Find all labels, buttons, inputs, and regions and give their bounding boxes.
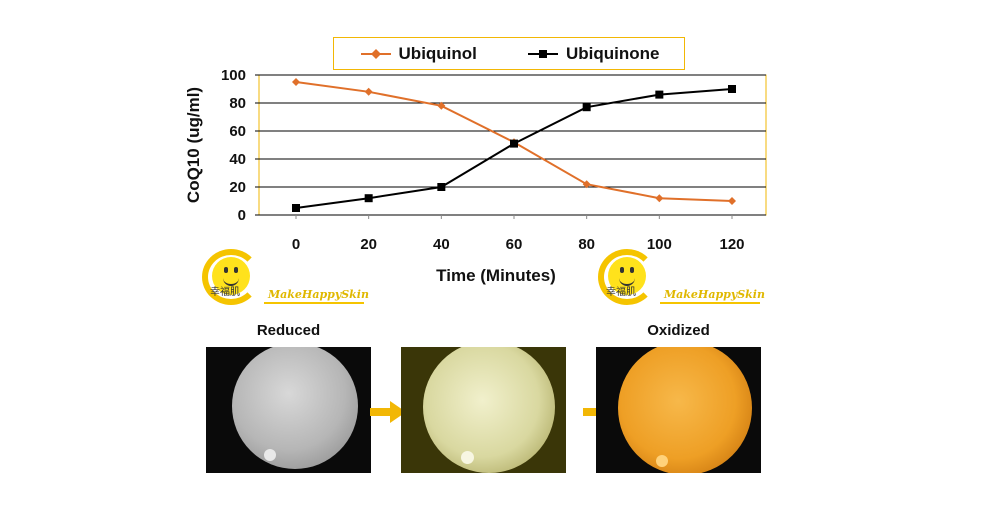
droplet-disc — [423, 347, 555, 473]
micrograph-intermediate — [401, 347, 566, 473]
point-ubiquinone — [655, 90, 664, 99]
point-ubiquinone — [292, 204, 300, 212]
x-axis-title: Time (Minutes) — [436, 266, 556, 285]
y-tick-label: 20 — [229, 179, 246, 196]
y-tick-label: 80 — [229, 95, 246, 112]
point-ubiquinol — [364, 87, 373, 96]
logo-right: 幸福肌 MakeHappySkin — [594, 247, 774, 307]
legend-item-ubiquinone: Ubiquinone — [526, 44, 659, 64]
y-tick-label: 0 — [238, 207, 246, 224]
legend-label-ubiquinol: Ubiquinol — [398, 43, 477, 63]
brand-underline — [660, 302, 760, 304]
point-ubiquinol — [292, 78, 300, 86]
brand-underline — [264, 302, 364, 304]
bubble — [656, 455, 668, 467]
right-arrow-icon — [370, 401, 406, 423]
legend-item-ubiquinol: Ubiquinol — [359, 44, 477, 64]
point-ubiquinol — [655, 194, 664, 203]
y-tick-label: 100 — [221, 67, 246, 84]
point-ubiquinone — [582, 103, 591, 112]
logo-ring — [202, 249, 260, 305]
brand-text: MakeHappySkin — [268, 288, 369, 301]
smiley-face-icon — [608, 257, 646, 295]
logo-text: 幸福肌 — [606, 287, 636, 298]
logo-text: 幸福肌 — [210, 287, 240, 298]
y-tick-label: 60 — [229, 123, 246, 140]
x-ticks: 0 20 40 60 80 100 120 — [292, 236, 745, 253]
point-ubiquinol — [437, 101, 446, 110]
gridlines — [255, 74, 766, 219]
smiley-face-icon — [212, 257, 250, 295]
logo-ring — [598, 249, 656, 305]
x-tick-label: 20 — [360, 236, 377, 253]
point-ubiquinol — [582, 180, 591, 189]
point-ubiquinone — [437, 183, 446, 191]
chart: 0 20 40 60 80 100 0 20 40 60 80 100 120 CoQ10 (ug/m… — [184, 67, 767, 285]
legend-label-ubiquinone: Ubiquinone — [565, 43, 660, 63]
point-ubiquinol — [728, 197, 736, 205]
y-tick-label: 40 — [229, 151, 246, 168]
bubble — [461, 451, 474, 464]
brand-text: MakeHappySkin — [664, 288, 765, 301]
x-tick-label: 40 — [433, 236, 450, 253]
series-group — [292, 78, 736, 212]
x-tick-label: 60 — [506, 236, 523, 253]
point-ubiquinone — [728, 85, 736, 93]
point-ubiquinone — [510, 139, 518, 148]
legend: Ubiquinol Ubiquinone — [333, 37, 685, 70]
ubiquinone-marker-icon — [527, 49, 558, 58]
y-ticks: 0 20 40 60 80 100 — [221, 67, 246, 224]
micrograph-reduced — [206, 347, 371, 473]
bubble — [264, 449, 276, 461]
caption-oxidized: Oxidized — [647, 322, 710, 339]
caption-reduced: Reduced — [256, 322, 321, 339]
logo-left: 幸福肌 MakeHappySkin — [198, 247, 378, 307]
point-ubiquinone — [364, 194, 373, 203]
x-tick-label: 80 — [578, 236, 595, 253]
x-tick-label: 120 — [719, 236, 744, 253]
y-axis-title: CoQ10 (ug/ml) — [184, 87, 203, 203]
ubiquinol-marker-icon — [360, 48, 391, 59]
droplet-disc — [232, 347, 358, 469]
micrograph-oxidized — [596, 347, 761, 473]
x-tick-label: 100 — [647, 236, 672, 253]
droplet-disc — [618, 347, 752, 473]
x-tick-label: 0 — [292, 236, 300, 253]
